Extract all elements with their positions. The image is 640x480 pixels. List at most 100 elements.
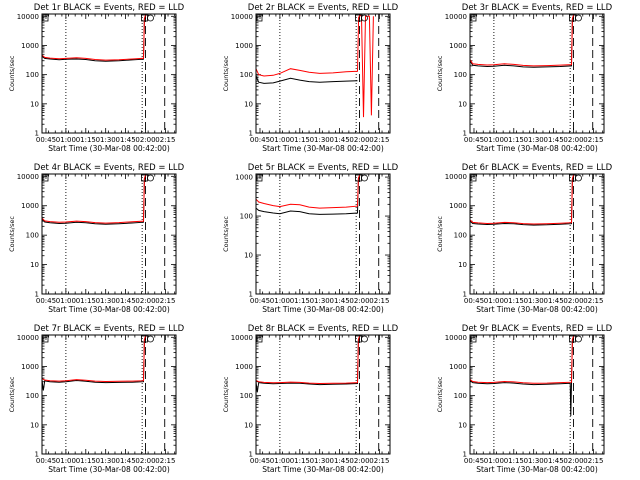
y-axis-label: Counts/sec	[8, 376, 16, 412]
y-tick-label: 10	[244, 252, 253, 260]
x-tick-label: 02:15	[583, 297, 603, 305]
x-tick-label: 01:45	[329, 136, 349, 144]
chart-title: Det 4r BLACK = Events, RED = LLD	[34, 163, 185, 173]
x-tick-label: 02:00	[563, 457, 583, 465]
y-tick-label: 1	[463, 130, 467, 138]
chart-panel-4: Det 4r BLACK = Events, RED = LLD Start Ti…	[8, 163, 185, 314]
corner-marker	[470, 14, 477, 22]
spike-marker	[575, 14, 582, 22]
y-tick-label: 1	[249, 451, 253, 459]
x-tick-label: 02:15	[369, 297, 389, 305]
x-tick-label: 01:15	[504, 297, 524, 305]
y-tick-label: 1000	[21, 363, 39, 371]
y-ticks	[42, 175, 176, 295]
plot-frame	[469, 173, 605, 295]
y-tick-label: 1	[35, 130, 39, 138]
corner-marker	[470, 335, 477, 343]
y-tick-label: 10000	[17, 13, 39, 21]
x-tick-label: 01:00	[484, 136, 504, 144]
x-ticks	[255, 335, 390, 454]
plot-frame	[255, 173, 391, 295]
y-tick-label: 10000	[231, 334, 253, 342]
chart-panel-6: Det 6r BLACK = Events, RED = LLD Start Ti…	[436, 163, 613, 314]
x-tick-label: 01:00	[56, 297, 76, 305]
y-tick-label: 1000	[449, 363, 467, 371]
y-tick-label: 10	[244, 100, 253, 108]
chart-title: Det 3r BLACK = Events, RED = LLD	[462, 3, 613, 13]
x-tick-label: 01:30	[524, 136, 544, 144]
chart-title: Det 8r BLACK = Events, RED = LLD	[248, 324, 399, 334]
y-ticks	[470, 175, 604, 295]
x-tick-label: 01:15	[504, 457, 524, 465]
x-tick-label: 02:00	[349, 136, 369, 144]
y-tick-label: 10	[244, 421, 253, 429]
chart-title: Det 2r BLACK = Events, RED = LLD	[248, 3, 399, 13]
x-tick-label: 01:15	[290, 457, 310, 465]
chart-panel-1: Det 1r BLACK = Events, RED = LLD Start Ti…	[8, 3, 185, 153]
chart-title: Det 6r BLACK = Events, RED = LLD	[462, 163, 613, 173]
x-tick-label: 00:45	[464, 297, 484, 305]
lld-series-line	[470, 14, 575, 67]
y-tick-label: 1	[249, 130, 253, 138]
x-tick-label: 01:00	[56, 457, 76, 465]
x-tick-label: 00:45	[36, 297, 56, 305]
y-tick-label: 100	[240, 71, 253, 79]
x-tick-label: 01:00	[270, 297, 290, 305]
y-axis-label: Counts/sec	[222, 376, 230, 412]
y-axis-label: Counts/sec	[436, 376, 444, 412]
events-series-line	[42, 14, 147, 62]
y-axis-label: Counts/sec	[222, 216, 230, 252]
x-tick-label: 01:45	[329, 297, 349, 305]
spike-marker	[361, 174, 368, 182]
series-group	[42, 14, 147, 62]
x-ticks	[41, 14, 176, 133]
spike-marker	[361, 14, 368, 22]
series-group	[470, 335, 575, 417]
events-series-line	[42, 335, 147, 391]
series-group	[42, 174, 147, 225]
y-tick-label: 10	[458, 421, 467, 429]
lld-series-line	[256, 335, 361, 385]
y-tick-label: 1	[35, 291, 39, 299]
x-tick-label: 01:15	[504, 136, 524, 144]
y-tick-label: 10	[30, 261, 39, 269]
x-tick-label: 01:30	[524, 297, 544, 305]
x-axis-label: Start Time (30-Mar-08 00:42:00)	[48, 465, 170, 474]
y-tick-label: 1000	[235, 42, 253, 50]
chart-title: Det 1r BLACK = Events, RED = LLD	[34, 3, 185, 13]
events-series-line	[256, 175, 361, 215]
x-axis-label: Start Time (30-Mar-08 00:42:00)	[476, 305, 598, 314]
x-axis-label: Start Time (30-Mar-08 00:42:00)	[476, 465, 598, 474]
x-tick-label: 02:00	[135, 457, 155, 465]
y-tick-label: 10	[458, 261, 467, 269]
corner-marker	[42, 335, 49, 343]
y-tick-label: 100	[454, 232, 467, 240]
x-tick-label: 01:00	[270, 136, 290, 144]
x-tick-label: 01:15	[76, 457, 96, 465]
plot-frame	[41, 334, 177, 455]
y-tick-label: 100	[240, 392, 253, 400]
x-tick-label: 01:30	[310, 297, 330, 305]
x-tick-label: 02:15	[369, 136, 389, 144]
x-ticks	[469, 174, 604, 294]
y-ticks	[256, 15, 390, 134]
chart-panel-8: Det 8r BLACK = Events, RED = LLD Start Ti…	[222, 324, 399, 474]
y-tick-label: 100	[26, 71, 39, 79]
y-tick-label: 10	[458, 100, 467, 108]
x-tick-label: 01:30	[524, 457, 544, 465]
x-tick-label: 01:30	[310, 457, 330, 465]
corner-marker	[42, 14, 49, 22]
y-tick-label: 10000	[445, 173, 467, 181]
chart-title: Det 7r BLACK = Events, RED = LLD	[34, 324, 185, 334]
y-ticks	[256, 176, 390, 295]
chart-panel-5: Det 5r BLACK = Events, RED = LLD Start Ti…	[222, 163, 399, 314]
spike-marker	[575, 335, 582, 343]
lld-series-line	[42, 14, 147, 61]
x-tick-label: 02:15	[583, 457, 603, 465]
x-tick-label: 02:15	[155, 297, 175, 305]
chart-panel-2: Det 2r BLACK = Events, RED = LLD Start Ti…	[222, 3, 399, 153]
y-ticks	[42, 15, 176, 134]
x-tick-label: 00:45	[250, 297, 270, 305]
x-tick-label: 00:45	[250, 136, 270, 144]
x-tick-label: 01:00	[56, 136, 76, 144]
